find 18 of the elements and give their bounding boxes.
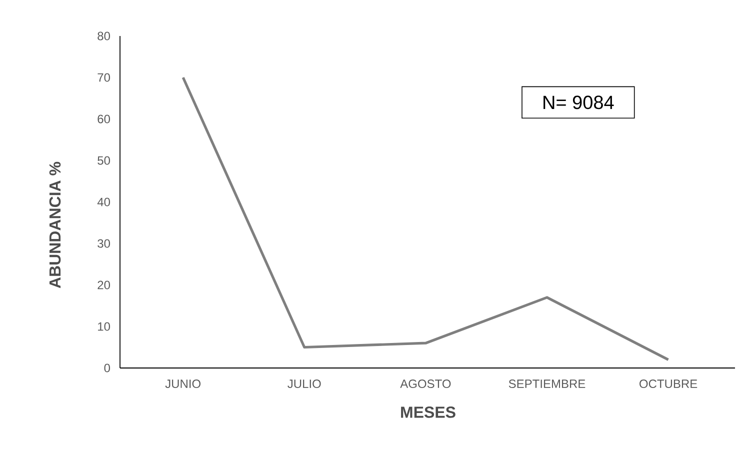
x-tick-label: JULIO [288,380,321,388]
annotation: N= 9084 [544,96,614,110]
x-tick-label: OCTUBRE [640,380,698,388]
x-tick-label: JUNIO [165,380,200,388]
y-tick-label: 60 [98,114,110,124]
y-axis-title: ABUNDANCIA % [49,162,61,288]
y-tick-label: 50 [98,156,110,165]
y-tick-label: 20 [98,280,110,290]
y-tick-label: 40 [97,198,110,206]
x-tick-label: AGOSTO [400,380,451,388]
line-series [182,76,670,361]
y-tick-label: 30 [98,239,110,248]
y-tick-label: 0 [104,364,110,372]
y-tick-label: 10 [98,322,110,331]
x-tick-label: SEPTIEMBRE [508,380,586,388]
x-axis-title: MESES [401,406,456,418]
y-tick-label: 70 [98,73,110,82]
y-tick-label: 80 [98,32,110,40]
